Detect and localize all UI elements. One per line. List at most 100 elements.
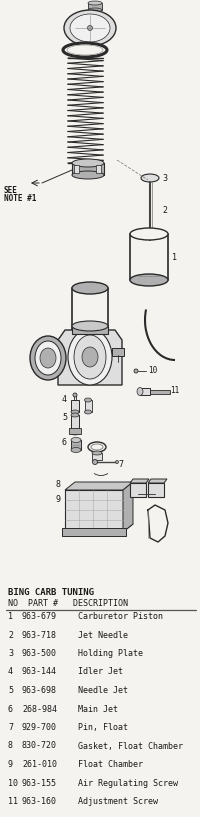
Bar bbox=[140, 388, 150, 395]
Ellipse shape bbox=[71, 431, 79, 435]
Circle shape bbox=[92, 459, 98, 465]
Ellipse shape bbox=[71, 448, 81, 453]
Ellipse shape bbox=[137, 387, 143, 395]
Ellipse shape bbox=[72, 282, 108, 294]
Ellipse shape bbox=[141, 174, 159, 182]
Ellipse shape bbox=[84, 398, 92, 402]
Text: 6: 6 bbox=[62, 438, 67, 447]
Text: Holding Plate: Holding Plate bbox=[78, 649, 143, 658]
Text: 4: 4 bbox=[8, 667, 13, 676]
Text: 5: 5 bbox=[8, 686, 13, 695]
Text: 9: 9 bbox=[55, 495, 60, 504]
Ellipse shape bbox=[84, 410, 92, 414]
Ellipse shape bbox=[130, 274, 168, 286]
Ellipse shape bbox=[92, 451, 102, 455]
Text: Main Jet: Main Jet bbox=[78, 704, 118, 713]
Text: 963-160: 963-160 bbox=[22, 797, 57, 806]
Ellipse shape bbox=[72, 159, 104, 167]
Text: SEE: SEE bbox=[4, 186, 18, 195]
Text: 963-718: 963-718 bbox=[22, 631, 57, 640]
Bar bbox=[148, 483, 164, 497]
Text: 1: 1 bbox=[8, 612, 13, 621]
Text: 830-720: 830-720 bbox=[22, 742, 57, 751]
Bar bbox=[112, 348, 124, 356]
Text: 963-155: 963-155 bbox=[22, 779, 57, 788]
Ellipse shape bbox=[91, 444, 103, 450]
Polygon shape bbox=[148, 479, 167, 483]
Text: 963-698: 963-698 bbox=[22, 686, 57, 695]
Text: 10: 10 bbox=[148, 366, 157, 375]
Text: Idler Jet: Idler Jet bbox=[78, 667, 123, 676]
Ellipse shape bbox=[88, 8, 102, 12]
Text: 268-984: 268-984 bbox=[22, 704, 57, 713]
Bar bbox=[88, 3, 102, 10]
Text: 963-144: 963-144 bbox=[22, 667, 57, 676]
Circle shape bbox=[88, 25, 92, 30]
Bar bbox=[69, 428, 81, 434]
Ellipse shape bbox=[82, 347, 98, 367]
Bar bbox=[71, 440, 81, 450]
Polygon shape bbox=[58, 330, 122, 385]
Polygon shape bbox=[65, 524, 133, 532]
Bar bbox=[91, 17, 99, 21]
Text: 963-679: 963-679 bbox=[22, 612, 57, 621]
Text: 963-500: 963-500 bbox=[22, 649, 57, 658]
Text: NOTE #1: NOTE #1 bbox=[4, 194, 36, 203]
Text: 11: 11 bbox=[170, 386, 179, 395]
Ellipse shape bbox=[71, 410, 79, 414]
Ellipse shape bbox=[72, 321, 108, 331]
Ellipse shape bbox=[71, 437, 81, 443]
Bar bbox=[65, 490, 123, 532]
Ellipse shape bbox=[74, 335, 106, 379]
Text: Gasket, Float Chamber: Gasket, Float Chamber bbox=[78, 742, 183, 751]
Text: 7: 7 bbox=[118, 460, 123, 469]
Bar bbox=[72, 163, 104, 175]
Bar bbox=[62, 528, 126, 536]
Ellipse shape bbox=[71, 413, 79, 417]
Text: Pin, Float: Pin, Float bbox=[78, 723, 128, 732]
Text: 2: 2 bbox=[162, 206, 167, 215]
Ellipse shape bbox=[73, 393, 77, 397]
Ellipse shape bbox=[130, 228, 168, 240]
Text: 1: 1 bbox=[172, 253, 177, 262]
Text: 929-700: 929-700 bbox=[22, 723, 57, 732]
Ellipse shape bbox=[68, 329, 112, 385]
Bar bbox=[71, 415, 79, 433]
Polygon shape bbox=[65, 482, 133, 490]
Ellipse shape bbox=[40, 348, 56, 368]
Text: 10: 10 bbox=[8, 779, 18, 788]
Ellipse shape bbox=[30, 336, 66, 380]
Ellipse shape bbox=[72, 171, 104, 179]
Text: 7: 7 bbox=[8, 723, 13, 732]
Bar bbox=[74, 165, 79, 173]
Text: Air Regulating Screw: Air Regulating Screw bbox=[78, 779, 178, 788]
Ellipse shape bbox=[70, 14, 110, 42]
Ellipse shape bbox=[88, 442, 106, 452]
Circle shape bbox=[134, 369, 138, 373]
Text: 8: 8 bbox=[8, 742, 13, 751]
Polygon shape bbox=[123, 482, 133, 532]
Bar bbox=[72, 326, 108, 334]
Ellipse shape bbox=[72, 324, 108, 336]
Ellipse shape bbox=[67, 45, 103, 55]
Text: NO  PART #   DESCRIPTION: NO PART # DESCRIPTION bbox=[8, 599, 128, 608]
Text: 9: 9 bbox=[8, 760, 13, 769]
Bar bbox=[96, 165, 101, 173]
Text: Adjustment Screw: Adjustment Screw bbox=[78, 797, 158, 806]
Bar bbox=[130, 483, 146, 497]
Ellipse shape bbox=[64, 10, 116, 46]
Bar bbox=[85, 400, 92, 412]
Text: 11: 11 bbox=[8, 797, 18, 806]
Text: 6: 6 bbox=[8, 704, 13, 713]
Text: 261-010: 261-010 bbox=[22, 760, 57, 769]
Bar bbox=[92, 453, 102, 460]
Text: Carburetor Piston: Carburetor Piston bbox=[78, 612, 163, 621]
Bar bbox=[71, 400, 79, 412]
Circle shape bbox=[116, 461, 118, 463]
Text: 3: 3 bbox=[162, 174, 167, 183]
Text: 8: 8 bbox=[55, 480, 60, 489]
Polygon shape bbox=[130, 479, 149, 483]
Text: Jet Needle: Jet Needle bbox=[78, 631, 128, 640]
Ellipse shape bbox=[88, 1, 102, 5]
Ellipse shape bbox=[35, 341, 61, 375]
